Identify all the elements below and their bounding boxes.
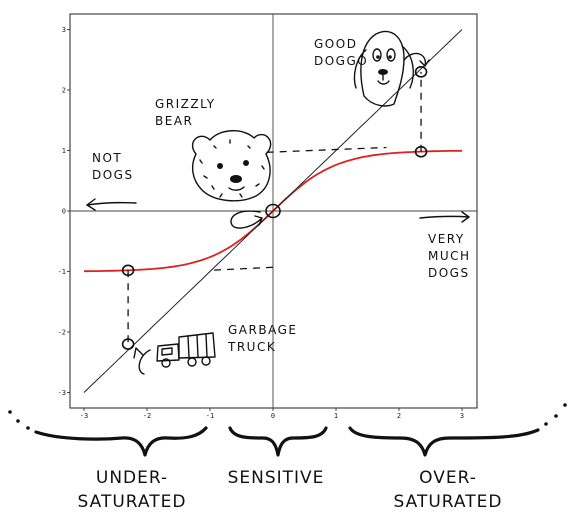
y-tick-label: -2 [58, 329, 66, 337]
x-tick-label: 2 [397, 412, 401, 420]
sensitive-brace [230, 428, 326, 455]
y-tick-label: -3 [58, 389, 66, 397]
y-tick-label: 0 [62, 208, 66, 216]
y-tick-label: 2 [62, 87, 66, 95]
label-under-saturated: UNDER-SATURATED [78, 468, 187, 512]
label-sensitive: SENSITIVE [228, 468, 325, 488]
y-tick-label: -1 [58, 268, 66, 276]
x-tick-label: -2 [143, 412, 151, 420]
label-over-saturated: OVER-SATURATED [394, 468, 503, 512]
x-tick-label: -3 [80, 412, 88, 420]
x-tick-label: 0 [271, 412, 275, 420]
x-tick-label: 3 [460, 412, 464, 420]
over-saturated-brace [350, 403, 567, 455]
under-saturated-brace [8, 410, 206, 455]
x-tick-label: 1 [334, 412, 338, 420]
x-tick-label: -1 [206, 412, 214, 420]
y-tick-label: 3 [62, 26, 66, 34]
y-tick-label: 1 [62, 147, 66, 155]
annotation-very-much-dogs: VERY MUCH DOGS [428, 232, 471, 280]
